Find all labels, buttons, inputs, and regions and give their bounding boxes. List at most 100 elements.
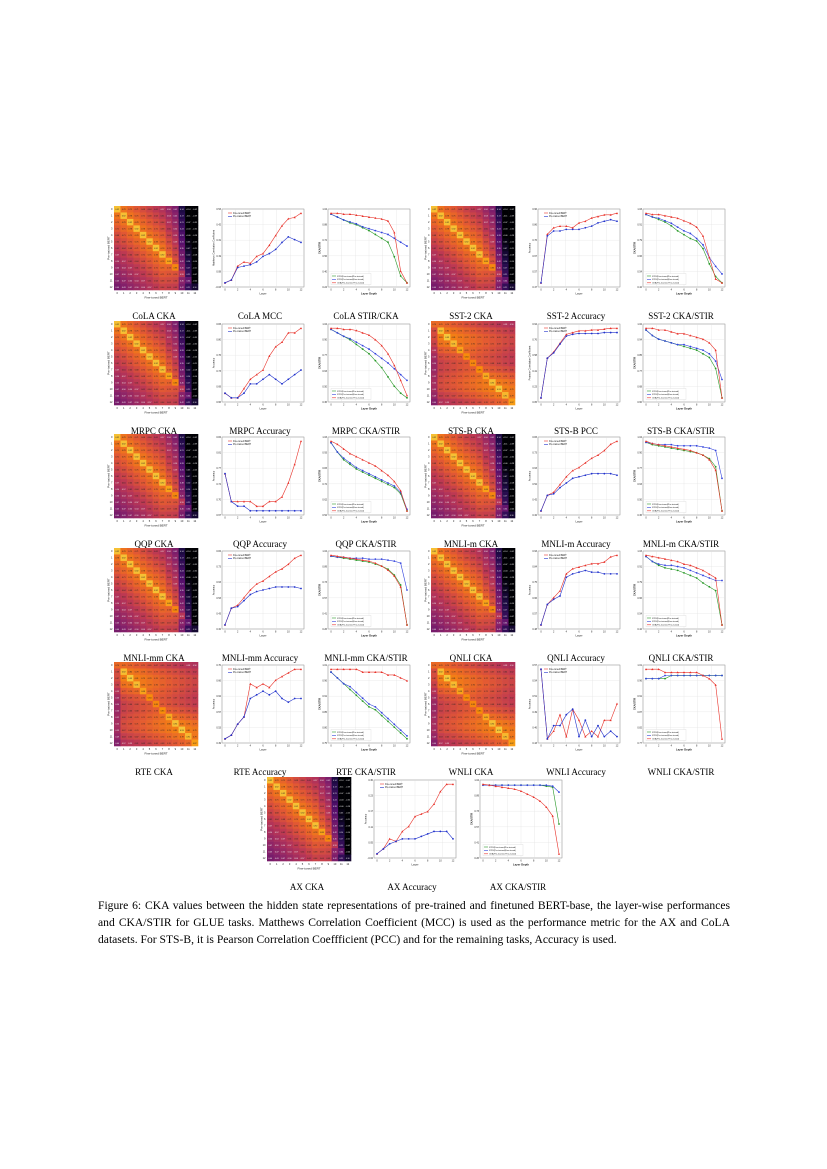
heatmap-cell-value: 0.68 — [452, 254, 456, 256]
heatmap-cell-value: 0.57 — [148, 402, 152, 404]
heatmap-cell-value: 0.38 — [497, 254, 501, 256]
heatmap-cell-value: 0.69 — [497, 710, 501, 712]
heatmap-cell-value: 0.67 — [503, 337, 507, 339]
heatmap-cell-value: 0.78 — [445, 457, 449, 459]
heatmap-cell — [152, 505, 160, 512]
heatmap-cell — [489, 606, 496, 613]
heatmap-cell — [502, 321, 509, 328]
heatmap-ylabel: Pre-trained BERT — [424, 351, 428, 375]
heatmap-cell-value: 0.69 — [491, 350, 495, 352]
x-tick-label: 6 — [155, 406, 157, 410]
heatmap-cell — [463, 694, 471, 702]
data-point — [708, 352, 711, 355]
legend-label: STIR(Fine-tuned|Pre-trained) — [652, 390, 679, 393]
heatmap-cell-value: 0.75 — [128, 235, 132, 237]
heatmap-cell-value: 0.57 — [458, 622, 462, 624]
data-point — [374, 558, 377, 561]
heatmap-cell-value: 0.71 — [161, 389, 165, 391]
heatmap-cell-value: 0.61 — [135, 382, 139, 384]
heatmap-cell-value: 0.67 — [439, 730, 443, 732]
data-point — [603, 560, 606, 563]
heatmap-cell — [437, 498, 445, 506]
heatmap-cell — [133, 733, 141, 740]
heatmap-cell — [120, 511, 128, 519]
heatmap-cell — [502, 733, 509, 740]
heatmap-cell — [165, 694, 173, 702]
heatmap-cell — [133, 372, 141, 380]
heatmap-cell — [152, 554, 160, 562]
heatmap-cell-value: 0.68 — [148, 267, 152, 269]
y-tick-label: 1.04 — [637, 436, 642, 439]
heatmap-cell — [178, 586, 186, 594]
data-point — [342, 682, 345, 685]
data-point — [255, 261, 258, 263]
heatmap-cell-value: 0.92 — [458, 463, 462, 465]
heatmap-cell-value: 0.69 — [491, 691, 495, 693]
data-point — [380, 217, 383, 220]
x-tick-label: 6 — [683, 517, 685, 520]
heatmap-cell-value: 0.69 — [445, 730, 449, 732]
heatmap-cell — [126, 340, 134, 348]
x-tick-label: 12 — [510, 633, 513, 637]
heatmap-cell-value: 0.74 — [478, 337, 482, 339]
heatmap-cell — [191, 453, 199, 461]
heatmap-cell-value: 0.64 — [154, 395, 158, 397]
heatmap-cell — [450, 726, 458, 734]
heatmap-cell — [469, 606, 477, 613]
heatmap-cell — [502, 385, 509, 393]
heatmap-cell — [191, 466, 199, 474]
data-point — [657, 217, 660, 220]
heatmap-cell — [114, 440, 121, 448]
heatmap-cell — [114, 283, 121, 291]
heatmap-cell-value: 0.74 — [128, 665, 132, 667]
heatmap-cell — [133, 366, 141, 373]
heatmap-cell-value: 0.64 — [465, 502, 469, 504]
heatmap-cell — [495, 333, 503, 341]
heatmap-cell-value: 0.71 — [161, 616, 165, 618]
x-axis-label: Layer Depth — [361, 292, 377, 296]
heatmap-cell — [489, 619, 496, 626]
heatmap-cell-value: 0.78 — [465, 590, 469, 592]
x-tick-label: 0 — [117, 519, 119, 523]
heatmap-cell — [502, 333, 509, 341]
heatmap-cell — [495, 218, 503, 226]
heatmap-cell-value: 0.83 — [174, 267, 178, 269]
x-tick-label: 5 — [466, 406, 468, 410]
heatmap-cell — [443, 739, 451, 747]
x-tick-label: 12 — [616, 631, 619, 634]
heatmap-cell — [469, 446, 477, 454]
heatmap-cell-value: 0.61 — [115, 476, 119, 478]
data-point — [374, 359, 377, 362]
data-point — [565, 576, 568, 579]
x-axis-label: Layer — [576, 292, 583, 296]
heatmap-cell-value: 0.64 — [471, 558, 475, 560]
heatmap-cell — [482, 554, 490, 562]
heatmap-cell-value: 0.68 — [452, 704, 456, 706]
heatmap-cell — [469, 277, 477, 284]
heatmap-cell-value: 0.72 — [471, 357, 475, 359]
heatmap-cell — [120, 459, 128, 467]
heatmap-cell — [126, 681, 134, 689]
heatmap-cell-value: 0.93 — [497, 389, 501, 391]
heatmap-cell — [191, 498, 199, 506]
heatmap-cell — [146, 206, 154, 213]
heatmap-cell-value: 0.92 — [115, 324, 119, 326]
heatmap-cell-value: 0.67 — [174, 698, 178, 700]
heatmap-cell — [133, 212, 141, 220]
heatmap-cell-value: 0.54 — [439, 267, 443, 269]
data-point — [368, 229, 370, 232]
heatmap-cell-value: 0.54 — [122, 495, 126, 497]
heatmap-cell-value: 0.81 — [439, 337, 443, 339]
heatmap-cell-value: 0.21 — [186, 629, 190, 631]
data-point — [361, 557, 364, 560]
heatmap-cell — [450, 586, 458, 594]
heatmap-cell — [191, 270, 199, 278]
heatmap-cell — [495, 625, 503, 633]
heatmap-cell — [172, 694, 179, 702]
perf-plot: 0.960.860.760.670.570.470 2 4 6 8 10 12Fine-tu… — [529, 208, 621, 296]
heatmap-cell — [133, 385, 141, 393]
heatmap-cell-value: 0.72 — [174, 743, 178, 745]
y-tick-label: 0.66 — [216, 401, 221, 404]
heatmap-cell — [165, 333, 173, 341]
x-tick-label: 6 — [368, 289, 370, 292]
